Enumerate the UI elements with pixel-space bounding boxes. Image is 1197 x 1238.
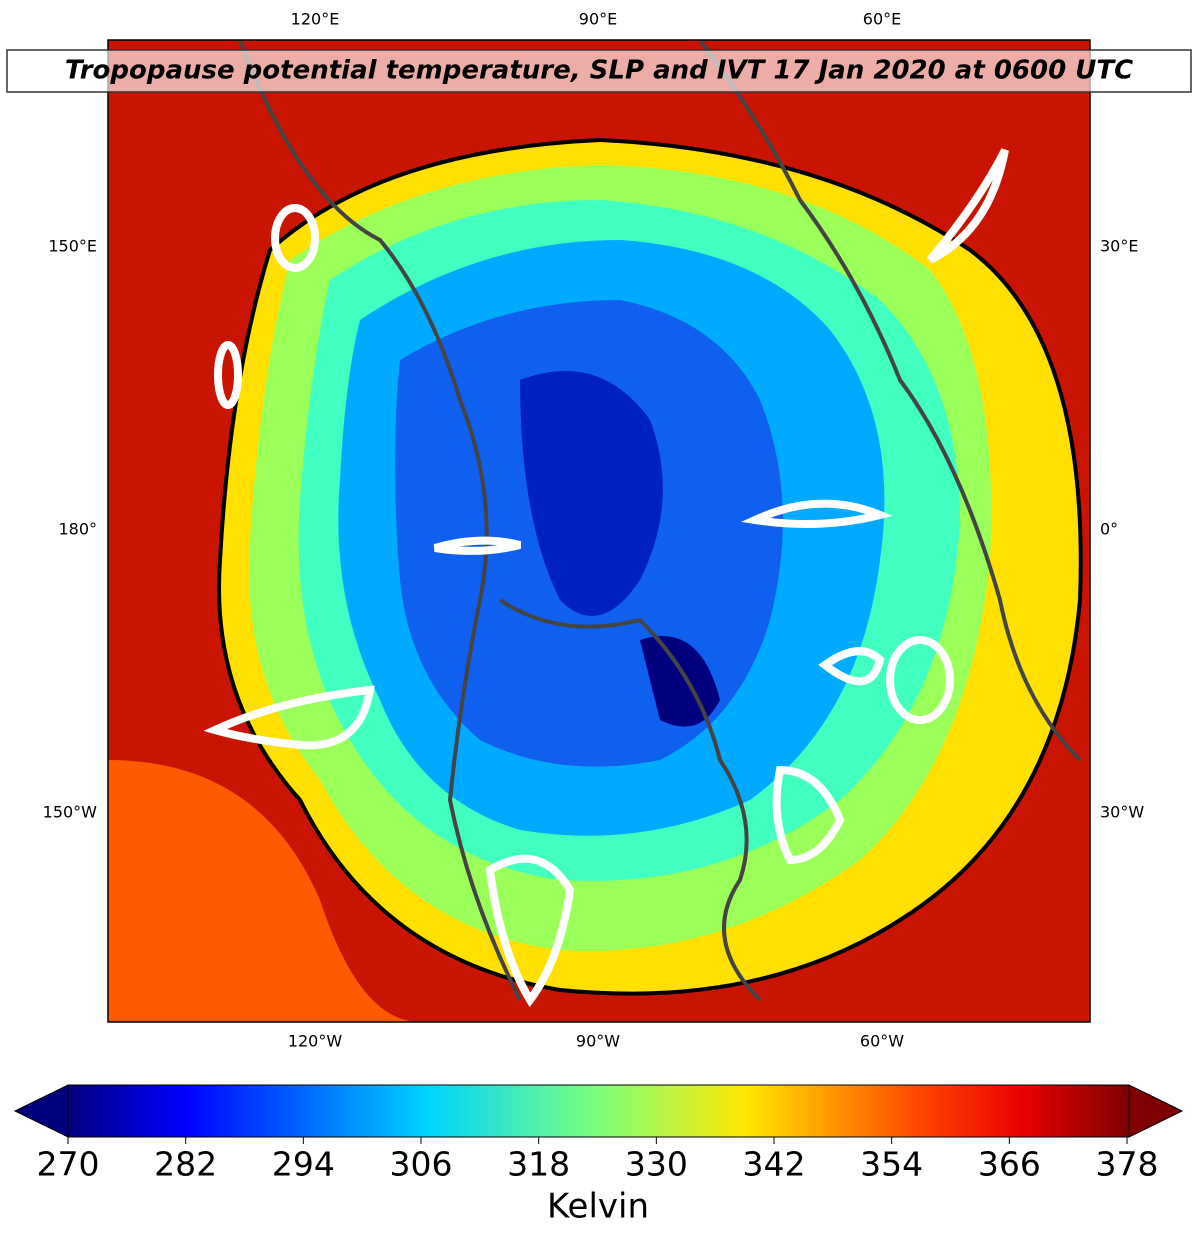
graticule-labels: 120°E 90°E 60°E 120°W 90°W 60°W 150°E 180° 150°W… <box>43 10 1145 1051</box>
colorbar-tick-label: 378 <box>1096 1145 1159 1184</box>
colorbar-tick-label: 366 <box>978 1145 1041 1184</box>
colorbar-tick-label: 318 <box>507 1145 570 1184</box>
lon-label: 120°E <box>291 10 340 29</box>
lat-label: 0° <box>1100 520 1118 539</box>
colorbar-tick-label: 270 <box>37 1145 100 1184</box>
lat-label: 150°E <box>48 237 97 256</box>
lon-label: 90°E <box>579 10 617 29</box>
colorbar-tick-label: 282 <box>154 1145 217 1184</box>
lon-label: 60°W <box>860 1032 904 1051</box>
colorbar-tick-label: 342 <box>743 1145 806 1184</box>
lat-label: 150°W <box>43 803 98 822</box>
colorbar-label: Kelvin <box>547 1187 649 1227</box>
colorbar-tick-label: 330 <box>625 1145 688 1184</box>
lon-label: 60°E <box>863 10 901 29</box>
colorbar: 270 282 294 306 318 330 342 354 366 378 Kelvin <box>13 1084 1184 1227</box>
map-frame <box>107 39 1091 1023</box>
map <box>108 40 1090 1022</box>
lon-label: 90°W <box>576 1032 620 1051</box>
lon-label: 120°W <box>288 1032 343 1051</box>
colorbar-tick-label: 294 <box>272 1145 335 1184</box>
colorbar-tick-label: 354 <box>860 1145 923 1184</box>
colorbar-tick-label: 306 <box>390 1145 453 1184</box>
title-box <box>6 49 1192 93</box>
title: Tropopause potential temperature, SLP an… <box>65 56 1133 86</box>
lat-label: 180° <box>58 520 97 539</box>
lat-label: 30°E <box>1100 237 1138 256</box>
lat-label: 30°W <box>1100 803 1144 822</box>
